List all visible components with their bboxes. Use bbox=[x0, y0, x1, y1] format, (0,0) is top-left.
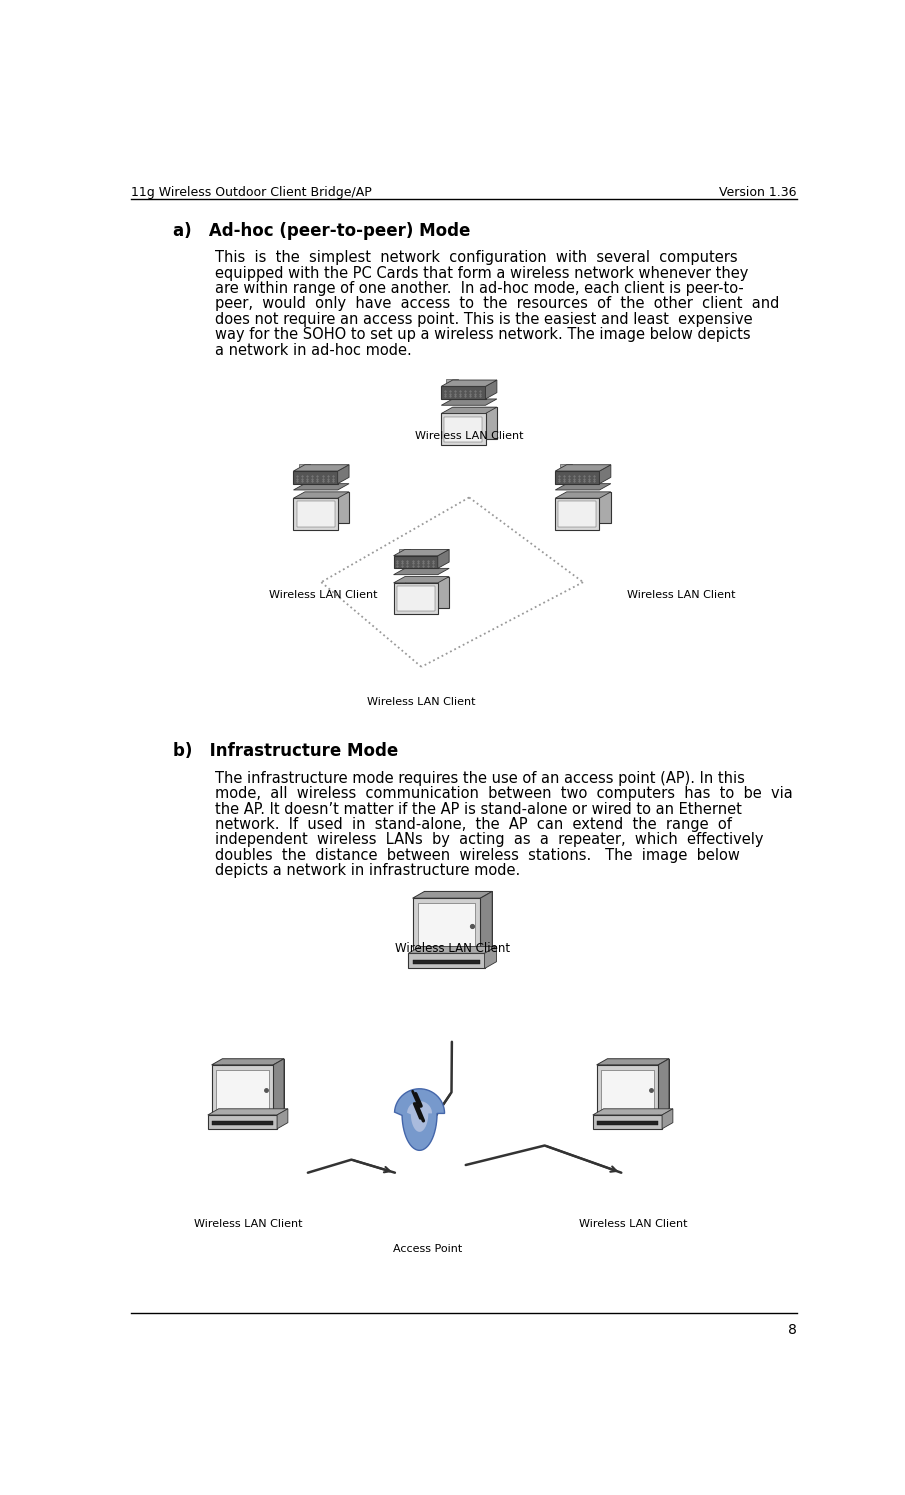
Text: Wireless LAN Client: Wireless LAN Client bbox=[367, 697, 476, 707]
Text: peer,  would  only  have  access  to  the  resources  of  the  other  client  an: peer, would only have access to the reso… bbox=[215, 296, 780, 311]
Polygon shape bbox=[394, 583, 438, 614]
Polygon shape bbox=[418, 903, 475, 948]
Text: the AP. It doesn’t matter if the AP is stand-alone or wired to an Ethernet: the AP. It doesn’t matter if the AP is s… bbox=[215, 801, 742, 816]
Polygon shape bbox=[607, 1058, 669, 1109]
Polygon shape bbox=[556, 492, 611, 498]
Text: a network in ad-hoc mode.: a network in ad-hoc mode. bbox=[215, 342, 413, 357]
Text: Wireless LAN Client: Wireless LAN Client bbox=[270, 589, 378, 599]
Polygon shape bbox=[596, 1121, 658, 1124]
Polygon shape bbox=[556, 498, 599, 529]
Polygon shape bbox=[223, 1058, 284, 1109]
Polygon shape bbox=[293, 465, 349, 471]
Polygon shape bbox=[413, 960, 481, 964]
Polygon shape bbox=[444, 417, 482, 443]
Text: 11g Wireless Outdoor Client Bridge/AP: 11g Wireless Outdoor Client Bridge/AP bbox=[131, 185, 372, 199]
Polygon shape bbox=[216, 1069, 269, 1111]
Polygon shape bbox=[567, 492, 611, 523]
Polygon shape bbox=[438, 550, 449, 568]
Polygon shape bbox=[212, 1058, 284, 1064]
Text: Wireless LAN Client: Wireless LAN Client bbox=[194, 1218, 302, 1229]
FancyBboxPatch shape bbox=[446, 380, 458, 383]
Text: Wireless LAN Client: Wireless LAN Client bbox=[579, 1218, 688, 1229]
Polygon shape bbox=[208, 1109, 288, 1115]
Text: doubles  the  distance  between  wireless  stations.   The  image  below: doubles the distance between wireless st… bbox=[215, 848, 740, 863]
Polygon shape bbox=[394, 568, 449, 574]
Text: equipped with the PC Cards that form a wireless network whenever they: equipped with the PC Cards that form a w… bbox=[215, 266, 748, 281]
Polygon shape bbox=[212, 1064, 273, 1115]
Polygon shape bbox=[452, 407, 497, 438]
Polygon shape bbox=[297, 501, 335, 526]
Polygon shape bbox=[407, 1102, 432, 1132]
FancyBboxPatch shape bbox=[299, 463, 310, 468]
FancyBboxPatch shape bbox=[560, 463, 572, 468]
Polygon shape bbox=[442, 407, 497, 414]
Text: Access Point: Access Point bbox=[393, 1244, 462, 1254]
Text: are within range of one another.  In ad-hoc mode, each client is peer-to-: are within range of one another. In ad-h… bbox=[215, 281, 744, 296]
Text: mode,  all  wireless  communication  between  two  computers  has  to  be  via: mode, all wireless communication between… bbox=[215, 786, 794, 801]
Polygon shape bbox=[442, 380, 497, 386]
Polygon shape bbox=[395, 1088, 444, 1150]
Polygon shape bbox=[658, 1058, 669, 1115]
Polygon shape bbox=[293, 471, 338, 484]
Polygon shape bbox=[273, 1058, 284, 1115]
Text: Wireless LAN Client: Wireless LAN Client bbox=[395, 942, 510, 955]
Text: This  is  the  simplest  network  configuration  with  several  computers: This is the simplest network configurati… bbox=[215, 250, 738, 265]
Polygon shape bbox=[413, 898, 481, 954]
Text: depicts a network in infrastructure mode.: depicts a network in infrastructure mode… bbox=[215, 863, 520, 878]
Text: a)   Ad-hoc (peer-to-peer) Mode: a) Ad-hoc (peer-to-peer) Mode bbox=[173, 221, 471, 239]
Polygon shape bbox=[338, 465, 349, 484]
Polygon shape bbox=[556, 465, 611, 471]
Polygon shape bbox=[212, 1121, 273, 1124]
FancyBboxPatch shape bbox=[398, 549, 410, 552]
Text: Wireless LAN Client: Wireless LAN Client bbox=[414, 431, 523, 441]
Polygon shape bbox=[481, 891, 492, 954]
Text: way for the SOHO to set up a wireless network. The image below depicts: way for the SOHO to set up a wireless ne… bbox=[215, 327, 751, 342]
Polygon shape bbox=[442, 414, 485, 446]
Polygon shape bbox=[593, 1115, 662, 1129]
Polygon shape bbox=[556, 471, 599, 484]
Polygon shape bbox=[293, 492, 349, 498]
Text: Wireless LAN Client: Wireless LAN Client bbox=[627, 589, 736, 599]
Polygon shape bbox=[396, 586, 434, 611]
Polygon shape bbox=[405, 577, 449, 608]
Polygon shape bbox=[593, 1109, 673, 1115]
Text: b)   Infrastructure Mode: b) Infrastructure Mode bbox=[173, 742, 398, 759]
Polygon shape bbox=[599, 465, 611, 484]
Polygon shape bbox=[601, 1069, 653, 1111]
Text: 8: 8 bbox=[788, 1323, 796, 1337]
Polygon shape bbox=[558, 501, 596, 526]
Polygon shape bbox=[305, 492, 349, 523]
Polygon shape bbox=[662, 1109, 673, 1129]
Polygon shape bbox=[442, 386, 485, 399]
Polygon shape bbox=[293, 484, 349, 490]
Polygon shape bbox=[484, 946, 497, 969]
Polygon shape bbox=[424, 891, 492, 946]
Polygon shape bbox=[394, 577, 449, 583]
Polygon shape bbox=[556, 484, 611, 490]
Polygon shape bbox=[413, 891, 492, 898]
Polygon shape bbox=[277, 1109, 288, 1129]
Polygon shape bbox=[596, 1064, 658, 1115]
Polygon shape bbox=[293, 498, 338, 529]
Text: independent  wireless  LANs  by  acting  as  a  repeater,  which  effectively: independent wireless LANs by acting as a… bbox=[215, 833, 764, 848]
Text: does not require an access point. This is the easiest and least  expensive: does not require an access point. This i… bbox=[215, 312, 753, 327]
Polygon shape bbox=[408, 946, 497, 954]
Polygon shape bbox=[485, 380, 497, 399]
Polygon shape bbox=[394, 556, 438, 568]
Text: Version 1.36: Version 1.36 bbox=[719, 185, 796, 199]
Polygon shape bbox=[442, 399, 497, 405]
Polygon shape bbox=[408, 954, 484, 969]
Polygon shape bbox=[596, 1058, 669, 1064]
Polygon shape bbox=[394, 550, 449, 556]
Polygon shape bbox=[208, 1115, 277, 1129]
Text: network.  If  used  in  stand-alone,  the  AP  can  extend  the  range  of: network. If used in stand-alone, the AP … bbox=[215, 816, 732, 831]
Text: The infrastructure mode requires the use of an access point (AP). In this: The infrastructure mode requires the use… bbox=[215, 771, 746, 786]
